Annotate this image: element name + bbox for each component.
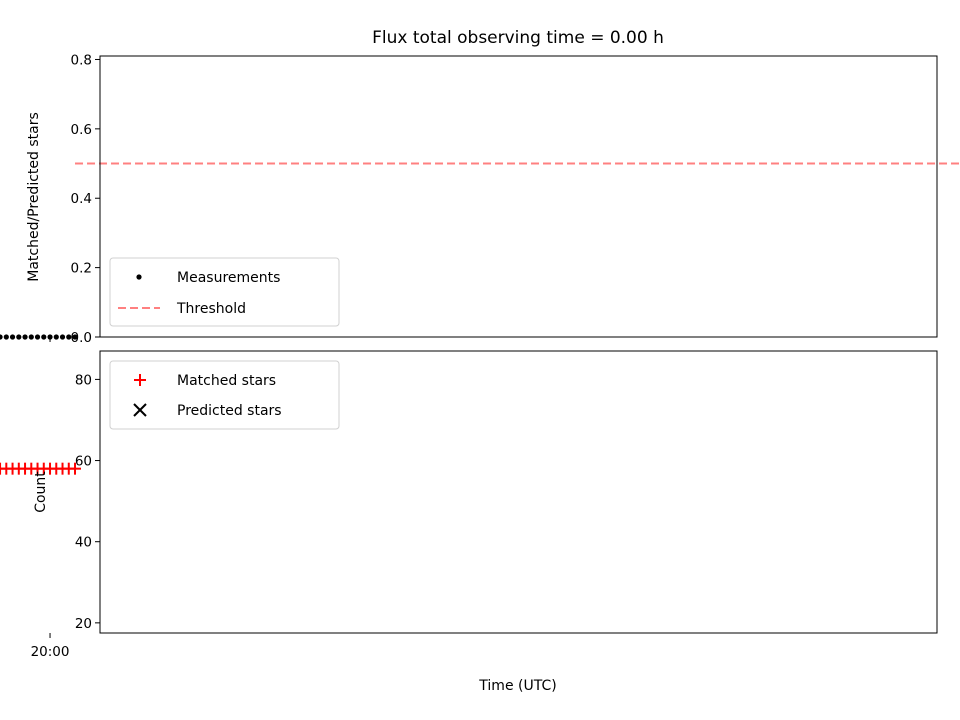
y-tick-label: 80 xyxy=(75,372,92,388)
measurement-point xyxy=(34,334,41,340)
legend-matched-label: Matched stars xyxy=(177,373,276,389)
y-tick-label: 0.8 xyxy=(71,52,92,68)
bottom-legend-box xyxy=(109,360,340,430)
measurement-point xyxy=(0,334,3,340)
legend-threshold-label: Threshold xyxy=(176,301,246,317)
legend-predicted-marker xyxy=(133,403,147,417)
measurement-point xyxy=(3,334,9,340)
measurement-points xyxy=(0,334,78,340)
top-panel: 0.00.20.40.60.8 Matched/Predicted stars … xyxy=(0,52,960,346)
top-legend: Measurements Threshold xyxy=(109,257,340,327)
top-x-ticks xyxy=(49,337,51,342)
matched-star-point xyxy=(0,462,7,475)
y-tick-label: 0.6 xyxy=(71,122,92,138)
measurement-point xyxy=(72,334,78,340)
bottom-axes-frame xyxy=(99,350,938,634)
y-tick-label: 60 xyxy=(75,454,92,470)
bottom-y-axis-label: Count xyxy=(33,471,49,513)
measurement-point xyxy=(41,334,47,340)
top-y-axis-label: Matched/Predicted stars xyxy=(26,112,42,282)
y-tick-label: 40 xyxy=(75,535,92,551)
legend-predicted-label: Predicted stars xyxy=(177,403,282,419)
legend-matched-marker xyxy=(134,374,146,386)
count-points xyxy=(0,462,82,475)
legend-measurements-marker xyxy=(136,274,142,280)
y-tick-label: 0.2 xyxy=(71,261,92,277)
measurement-point xyxy=(53,334,59,340)
measurement-point xyxy=(16,334,22,340)
measurement-point xyxy=(59,334,66,340)
x-axis-label: Time (UTC) xyxy=(478,678,556,694)
top-legend-box xyxy=(109,257,340,327)
y-tick-label: 20 xyxy=(75,616,92,632)
measurement-point xyxy=(28,334,34,340)
bottom-x-axis: 20:0022:0000:0002:0004:0006:00 xyxy=(31,633,70,660)
x-tick-label: 20:00 xyxy=(31,644,70,660)
y-tick-label: 0.4 xyxy=(71,191,92,207)
y-tick-label: 0.0 xyxy=(71,330,92,346)
measurement-point xyxy=(9,334,16,340)
chart-title: Flux total observing time = 0.00 h xyxy=(372,28,664,48)
bottom-y-axis: 20 40 60 80 xyxy=(75,372,100,632)
bottom-legend: Matched stars Predicted stars xyxy=(109,360,340,430)
top-y-axis: 0.0 0.2 0.4 0.6 0.8 xyxy=(71,52,100,346)
legend-measurements-label: Measurements xyxy=(177,270,280,286)
measurement-point xyxy=(22,334,28,340)
measurement-point xyxy=(66,334,72,340)
top-axes-frame xyxy=(99,55,938,338)
